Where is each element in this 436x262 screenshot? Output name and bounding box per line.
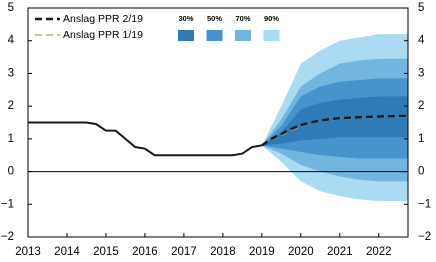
x-tick-label: 2013 xyxy=(15,246,41,258)
x-tick-label: 2022 xyxy=(366,246,392,258)
x-tick-label: 2015 xyxy=(93,246,119,258)
y-tick-label: −2 xyxy=(1,231,14,243)
x-tick-label: 2019 xyxy=(249,246,275,258)
y-tick-label: 3 xyxy=(8,67,14,79)
y2-tick-label: 1 xyxy=(418,133,424,145)
y-tick-label: −1 xyxy=(1,198,14,210)
fan-band xyxy=(261,96,408,146)
band-legend-label: 50% xyxy=(207,14,222,23)
history-line xyxy=(28,121,263,157)
band-legend-swatch xyxy=(206,30,223,41)
y-tick-label: 1 xyxy=(8,133,14,145)
y-tick-label: 2 xyxy=(8,100,14,112)
y2-tick-label: 4 xyxy=(418,35,425,47)
y-tick-label: 0 xyxy=(8,166,14,178)
band-legend-swatch xyxy=(178,30,194,41)
forecast-line xyxy=(261,114,409,147)
y-tick-label: 5 xyxy=(8,2,14,14)
band-legend-swatch xyxy=(235,30,251,41)
band-legend-label: 70% xyxy=(235,14,250,23)
y2-tick-label: 3 xyxy=(418,67,424,79)
x-tick-label: 2021 xyxy=(327,246,353,258)
legend-label: Anslag PPR 2/19 xyxy=(63,13,143,25)
y2-tick-label: 0 xyxy=(418,166,424,178)
x-tick-label: 2016 xyxy=(132,246,158,258)
x-tick-label: 2014 xyxy=(54,246,80,258)
x-tick-label: 2020 xyxy=(288,246,314,258)
legend: Anslag PPR 2/19 Anslag PPR 1/19 30% 50% 70% 9… xyxy=(35,13,280,41)
y-tick-label: 4 xyxy=(8,35,15,47)
x-tick-label: 2017 xyxy=(171,246,197,258)
legend-label: Anslag PPR 1/19 xyxy=(63,29,143,41)
y2-tick-label: −1 xyxy=(418,198,431,210)
plot-frame xyxy=(27,7,409,238)
band-legend-label: 30% xyxy=(178,14,193,23)
x-tick-label: 2018 xyxy=(210,246,236,258)
y2-tick-label: 2 xyxy=(418,100,424,112)
band-legend-label: 90% xyxy=(264,14,279,23)
band-legend-swatch xyxy=(263,30,280,41)
y2-tick-label: −2 xyxy=(418,231,431,243)
y2-tick-label: 5 xyxy=(418,2,424,14)
